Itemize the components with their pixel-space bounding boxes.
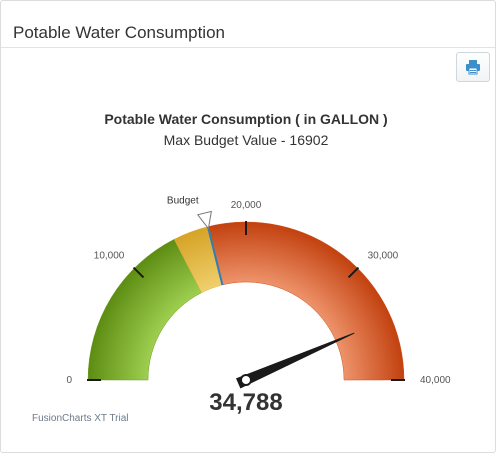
gauge-ticks [87,221,405,381]
chart-title: Potable Water Consumption ( in GALLON ) [104,111,387,127]
trial-watermark: FusionCharts XT Trial [32,413,129,424]
budget-marker-triangle [196,210,212,230]
tick-mark [347,266,360,279]
panel-title: Potable Water Consumption [13,23,225,42]
dial-value-label: 34,788 [209,389,282,416]
tick-label: 20,000 [231,200,262,211]
tick-label: 10,000 [94,250,125,261]
panel-header: Potable Water Consumption [1,1,495,48]
print-button[interactable] [456,52,490,82]
tick-label: 40,000 [420,375,451,386]
gauge-color-bands [87,221,405,381]
tick-label: 0 [66,375,72,386]
tick-mark [132,266,145,279]
gauge-tick-labels: 0 10,000 20,000 30,000 40,000 [66,200,451,386]
printer-icon [466,60,480,75]
gauge-needle [236,332,355,389]
needle-pointer [236,332,355,389]
budget-marker: Budget [167,195,224,286]
budget-line [206,226,224,286]
budget-marker-label: Budget [167,195,199,206]
tick-label: 30,000 [368,250,399,261]
range-band-high [207,221,405,381]
chart-subtitle: Max Budget Value - 16902 [164,132,329,148]
needle-pivot [240,374,252,386]
